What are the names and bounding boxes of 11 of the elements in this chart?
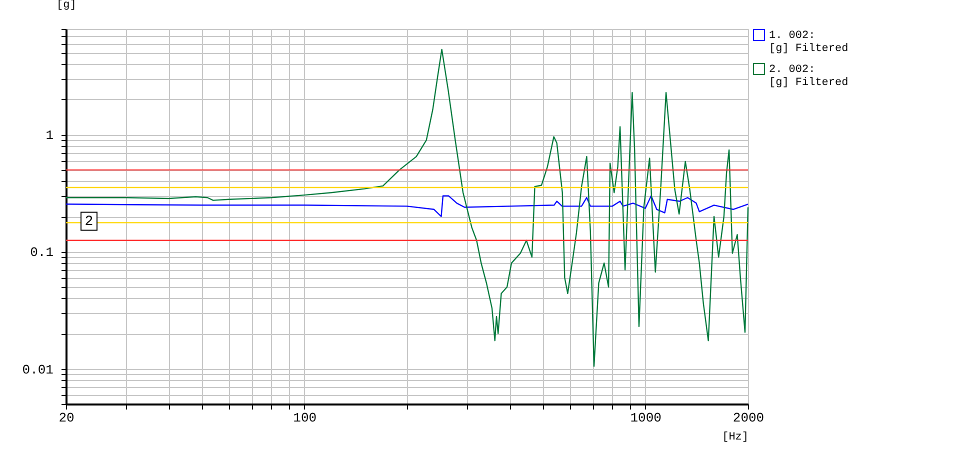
- annotation: 2: [84, 214, 94, 230]
- x-tick-label: 100: [293, 410, 317, 426]
- y-tick-label: 0.01: [22, 362, 54, 378]
- y-tick-label: 0.1: [30, 245, 54, 260]
- x-axis-title: [Hz]: [722, 432, 748, 444]
- legend-label: 1. 002: [g] Filtered: [769, 30, 848, 55]
- y-tick-label: 1: [46, 128, 54, 144]
- x-tick-label: 2000: [732, 410, 764, 426]
- x-tick-label: 20: [58, 410, 74, 426]
- legend-label: 2. 002: [g] Filtered: [769, 64, 848, 89]
- x-tick-label: 1000: [630, 410, 662, 426]
